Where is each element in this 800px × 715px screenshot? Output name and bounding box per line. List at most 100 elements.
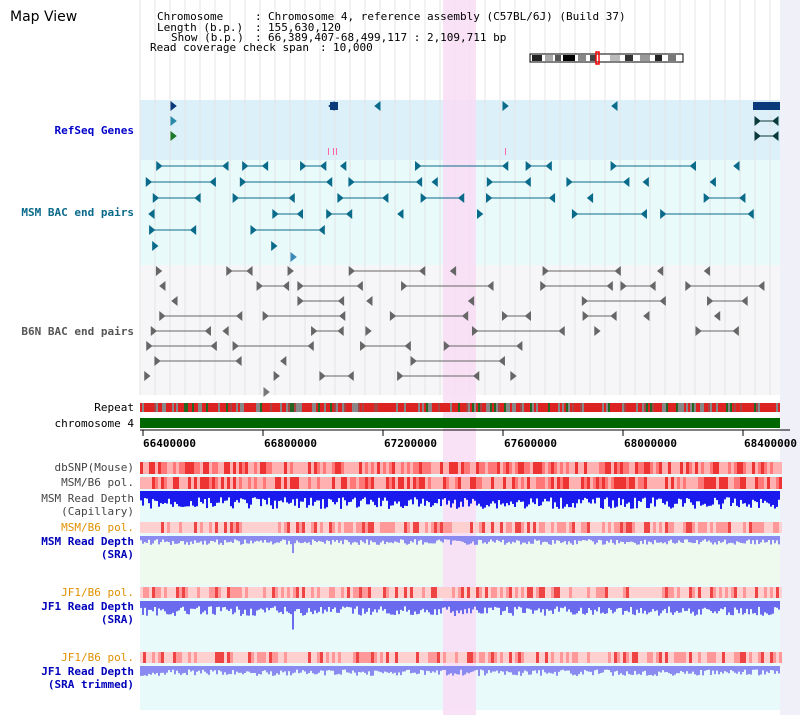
jf1-trimmed-depth-bar bbox=[546, 666, 548, 674]
repeat-segment bbox=[504, 403, 506, 412]
jf1-pol2-cell bbox=[572, 652, 575, 663]
jf1-sra-depth-bar bbox=[682, 601, 684, 609]
jf1-pol2-cell bbox=[443, 652, 446, 663]
jf1-trimmed-depth-bar bbox=[470, 666, 472, 673]
b6n-bac-pair-end bbox=[337, 295, 345, 307]
axis-tick-label: 68400000 bbox=[744, 437, 797, 450]
track-label-msm-pol-2[interactable]: MSM/B6 pol. bbox=[61, 521, 134, 534]
dbsnp-cell bbox=[434, 462, 437, 474]
track-features[interactable] bbox=[140, 100, 790, 676]
jf1-sra-depth-bar bbox=[434, 601, 436, 610]
msm-sra-depth-bar bbox=[482, 536, 484, 544]
repeat-segment bbox=[184, 403, 186, 412]
msm-pol-cell bbox=[737, 477, 740, 489]
repeat-segment bbox=[576, 403, 578, 412]
msm-sra-depth-bar bbox=[678, 536, 680, 541]
msm-pol-cell bbox=[626, 477, 629, 489]
jf1-trimmed-depth-bar bbox=[552, 666, 554, 674]
info-coverage-value: 10,000 bbox=[333, 41, 373, 54]
jf1-sra-depth-bar bbox=[622, 601, 624, 615]
b6n-bac-end bbox=[287, 265, 294, 277]
jf1-pol2-cell bbox=[728, 652, 731, 663]
repeat-segment bbox=[774, 403, 776, 412]
jf1-sra-depth-bar bbox=[648, 601, 650, 613]
msm-sra-depth-bar bbox=[146, 536, 148, 543]
jf1-sra-depth-bar bbox=[334, 601, 336, 608]
track-label-repeat[interactable]: Repeat bbox=[94, 401, 134, 414]
jf1-pol2-cell bbox=[701, 652, 704, 663]
msm-capillary-depth-bar bbox=[304, 491, 306, 498]
jf1-trimmed-depth-bar bbox=[388, 666, 390, 673]
msm-capillary-depth-bar bbox=[638, 491, 640, 502]
track-label-jf1-pol[interactable]: JF1/B6 pol. bbox=[61, 586, 134, 599]
track-label-refseq-genes[interactable]: RefSeq Genes bbox=[54, 124, 134, 137]
msm-pol-cell bbox=[668, 477, 671, 489]
jf1-pol2-cell bbox=[776, 652, 779, 663]
jf1-pol-cell bbox=[401, 587, 404, 598]
msm-capillary-depth-bar bbox=[528, 491, 530, 505]
track-label-chromosome[interactable]: chromosome 4 bbox=[54, 417, 134, 430]
dbsnp-cell bbox=[374, 462, 377, 474]
track-label-jf1-trimmed[interactable]: JF1 Read Depth bbox=[41, 665, 134, 678]
msm-capillary-depth-bar bbox=[640, 491, 642, 502]
track-label-msm-depth-capillary[interactable]: MSM Read Depth bbox=[41, 492, 134, 505]
jf1-sra-depth-bar bbox=[344, 601, 346, 608]
dbsnp-cell bbox=[587, 462, 590, 474]
track-label-msm-pol[interactable]: MSM/B6 pol. bbox=[61, 476, 134, 489]
jf1-pol2-cell bbox=[353, 652, 356, 663]
jf1-pol-cell bbox=[389, 587, 392, 598]
track-label-msm-bac[interactable]: MSM BAC end pairs bbox=[21, 206, 134, 219]
msm-capillary-depth-bar bbox=[524, 491, 526, 509]
jf1-pol-cell bbox=[260, 587, 263, 598]
jf1-pol2-cell bbox=[722, 652, 725, 663]
repeat-segment bbox=[560, 403, 562, 412]
repeat-segment bbox=[466, 403, 468, 412]
jf1-pol2-cell bbox=[641, 652, 644, 663]
msm-capillary-depth-bar bbox=[286, 491, 288, 503]
jf1-pol2-cell bbox=[197, 652, 200, 663]
msm-capillary-depth-bar bbox=[682, 491, 684, 507]
jf1-trimmed-depth-bar bbox=[456, 666, 458, 675]
jf1-trimmed-depth-bar bbox=[674, 666, 676, 675]
msm-sra-depth-bar bbox=[494, 536, 496, 543]
jf1-sra-depth-bar bbox=[652, 601, 654, 610]
dbsnp-cell bbox=[146, 462, 149, 474]
track-label-msm-depth-sra[interactable]: MSM Read Depth bbox=[41, 535, 134, 548]
track-label-jf1-depth[interactable]: JF1 Read Depth bbox=[41, 600, 134, 613]
chromosome-ideogram[interactable] bbox=[529, 51, 684, 65]
msm-capillary-depth-bar bbox=[596, 491, 598, 498]
track-label-jf1-pol-2[interactable]: JF1/B6 pol. bbox=[61, 651, 134, 664]
jf1-pol2-cell bbox=[284, 652, 287, 663]
jf1-sra-depth-bar bbox=[420, 601, 422, 611]
msm-capillary-depth-bar bbox=[578, 491, 580, 500]
jf1-trimmed-depth-bar bbox=[608, 666, 610, 671]
jf1-sra-depth-bar bbox=[654, 601, 656, 612]
msm-sra-depth-bar bbox=[756, 536, 758, 540]
msm-bac-end bbox=[709, 176, 716, 188]
jf1-trimmed-depth-bar bbox=[676, 666, 678, 674]
jf1-sra-depth-bar bbox=[676, 601, 678, 611]
msm-pol2-cell bbox=[281, 522, 284, 533]
msm-pol2-cell bbox=[749, 522, 752, 533]
jf1-pol-cell bbox=[431, 587, 434, 598]
track-label-b6n-bac[interactable]: B6N BAC end pairs bbox=[21, 325, 134, 338]
msm-sra-depth-bar bbox=[616, 536, 618, 541]
dbsnp-cell bbox=[254, 462, 257, 474]
jf1-sra-depth-bar bbox=[338, 601, 340, 613]
track-label-dbsnp[interactable]: dbSNP(Mouse) bbox=[54, 461, 134, 474]
jf1-trimmed-depth-bar bbox=[642, 666, 644, 672]
jf1-pol-cell bbox=[146, 587, 149, 598]
dbsnp-cell bbox=[503, 462, 506, 474]
msm-pol2-cell bbox=[722, 522, 725, 533]
repeat-segment bbox=[636, 403, 638, 412]
jf1-trimmed-depth-bar bbox=[232, 666, 234, 671]
dbsnp-cell bbox=[764, 462, 767, 474]
jf1-trimmed-depth-bar bbox=[446, 666, 448, 676]
repeat-segment bbox=[210, 403, 212, 412]
jf1-trimmed-depth-bar bbox=[490, 666, 492, 673]
jf1-trimmed-depth-bar bbox=[166, 666, 168, 673]
jf1-trimmed-depth-bar bbox=[168, 666, 170, 671]
jf1-pol-cell bbox=[539, 587, 542, 598]
msm-pol-cell bbox=[149, 477, 152, 489]
